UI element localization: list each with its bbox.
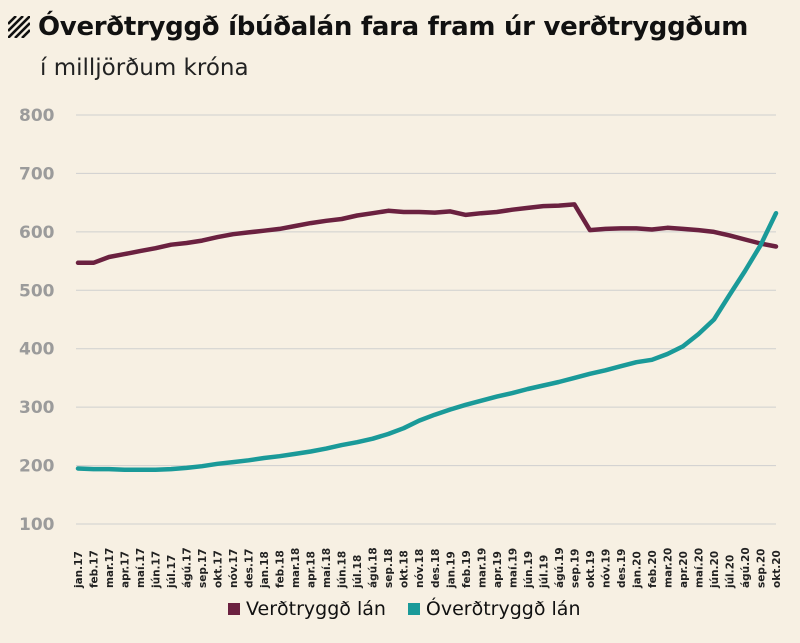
x-tick-label: jún.20 <box>709 551 721 589</box>
y-tick-label: 200 <box>19 457 55 477</box>
y-tick-label: 100 <box>19 515 55 535</box>
legend-swatch-series-1 <box>228 603 240 615</box>
x-tick-label: maí.17 <box>135 548 147 588</box>
x-tick-label: júl.20 <box>724 555 736 589</box>
x-tick-label: sep.17 <box>197 549 209 589</box>
x-tick-label: okt.18 <box>399 550 411 588</box>
x-tick-label: nóv.17 <box>228 549 240 588</box>
x-tick-label: ágú.17 <box>182 547 194 588</box>
series-line-2 <box>75 210 779 472</box>
x-tick-label: mar.20 <box>662 548 674 588</box>
x-tick-label: jan.19 <box>445 551 457 589</box>
y-tick-label: 800 <box>19 106 55 126</box>
x-tick-label: sep.20 <box>755 549 767 589</box>
series-line-1 <box>75 202 779 266</box>
y-tick-label: 400 <box>19 340 55 360</box>
x-tick-label: nóv.18 <box>414 549 426 588</box>
x-tick-label: júl.18 <box>352 555 364 589</box>
x-tick-label: jún.19 <box>523 551 535 589</box>
x-tick-label: jún.17 <box>151 551 163 589</box>
x-tick-label: feb.20 <box>647 550 659 588</box>
legend-swatch-series-2 <box>407 603 420 615</box>
x-tick-label: okt.19 <box>585 550 597 588</box>
legend-item-series-1: Verðtryggð lán <box>228 598 386 620</box>
x-tick-label: apr.20 <box>678 551 690 588</box>
x-tick-label: jan.17 <box>73 551 85 589</box>
x-tick-label: júl.19 <box>538 555 550 589</box>
x-tick-label: mar.18 <box>290 548 302 588</box>
x-tick-label: des.18 <box>430 549 442 589</box>
x-tick-label: nóv.19 <box>600 549 612 588</box>
title-row: Óverðtryggð íbúðalán fara fram úr verðtr… <box>8 12 748 42</box>
x-tick-label: mar.19 <box>476 548 488 588</box>
chart-subtitle: í milljörðum króna <box>40 55 249 81</box>
x-tick-label: ágú.20 <box>740 547 752 588</box>
x-tick-label: des.19 <box>616 549 628 589</box>
legend-item-series-2: Óverðtryggð lán <box>407 598 581 620</box>
x-tick-label: mar.17 <box>104 548 116 588</box>
x-tick-label: apr.18 <box>306 551 318 588</box>
x-tick-label: jan.20 <box>631 551 643 589</box>
hatch-icon <box>8 16 30 38</box>
x-tick-label: maí.18 <box>321 548 333 588</box>
legend: Verðtryggð lán Óverðtryggð lán <box>228 598 603 620</box>
x-tick-label: ágú.18 <box>368 547 380 588</box>
y-tick-label: 300 <box>19 398 55 418</box>
x-tick-label: ágú.19 <box>554 547 566 588</box>
x-tick-label: jún.18 <box>337 551 349 589</box>
x-tick-label: okt.17 <box>213 550 225 588</box>
x-tick-label: okt.20 <box>771 550 783 588</box>
chart-title: Óverðtryggð íbúðalán fara fram úr verðtr… <box>38 12 748 42</box>
x-tick-label: feb.19 <box>461 550 473 588</box>
x-tick-label: des.17 <box>244 549 256 589</box>
legend-label-series-1: Verðtryggð lán <box>246 598 386 620</box>
legend-label-series-2: Óverðtryggð lán <box>425 598 581 620</box>
x-tick-label: jan.18 <box>259 551 271 589</box>
y-tick-label: 600 <box>19 223 55 243</box>
x-tick-label: feb.18 <box>275 550 287 588</box>
x-tick-label: apr.17 <box>120 551 132 588</box>
x-tick-label: júl.17 <box>166 555 178 589</box>
x-tick-label: sep.18 <box>383 549 395 589</box>
x-tick-label: apr.19 <box>492 551 504 588</box>
x-tick-label: maí.19 <box>507 548 519 588</box>
y-tick-label: 500 <box>19 281 55 301</box>
x-tick-label: feb.17 <box>89 550 101 588</box>
x-tick-label: sep.19 <box>569 549 581 589</box>
y-tick-label: 700 <box>19 164 55 184</box>
x-tick-label: maí.20 <box>693 548 705 588</box>
